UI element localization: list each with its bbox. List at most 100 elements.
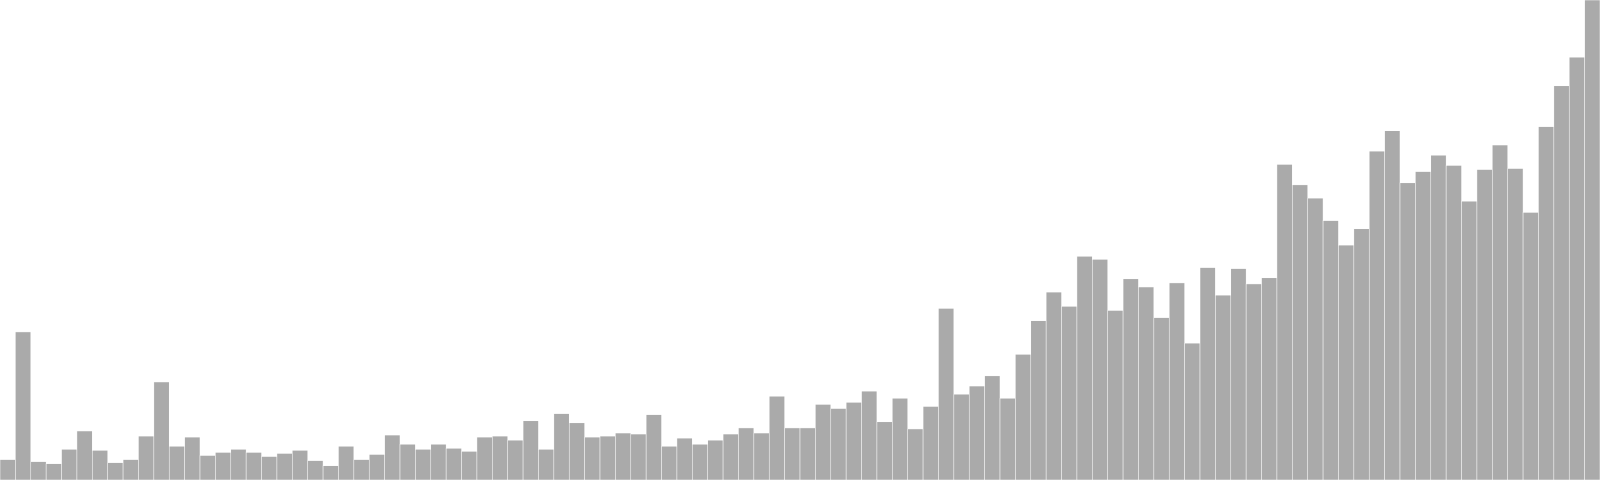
bar-71 — [1092, 259, 1108, 480]
bar-80 — [1230, 268, 1247, 480]
bar-57 — [876, 421, 893, 480]
bar-88 — [1353, 228, 1370, 480]
bar-70 — [1076, 256, 1093, 480]
bar-37 — [568, 422, 585, 480]
bar-99 — [1522, 212, 1539, 480]
bar-0 — [0, 459, 16, 480]
bar-81 — [1245, 283, 1262, 480]
bar-43 — [661, 446, 678, 480]
bar-87 — [1338, 244, 1355, 480]
bar-10 — [153, 381, 170, 480]
bar-3 — [45, 463, 62, 480]
bar-29 — [445, 448, 462, 480]
bar-76 — [1168, 282, 1185, 480]
bar-98 — [1507, 168, 1524, 480]
bar-72 — [1107, 310, 1124, 480]
bar-25 — [384, 434, 401, 480]
bar-85 — [1307, 197, 1324, 480]
bar-94 — [1445, 165, 1462, 480]
bar-82 — [1261, 277, 1278, 480]
bar-65 — [999, 398, 1016, 480]
bar-17 — [261, 456, 278, 480]
bar-96 — [1476, 169, 1493, 480]
bar-84 — [1292, 184, 1308, 480]
bar-78 — [1199, 267, 1216, 480]
bar-1 — [15, 331, 32, 480]
bar-19 — [292, 450, 308, 480]
bar-61 — [938, 308, 955, 480]
bar-60 — [922, 406, 939, 480]
bar-36 — [553, 413, 570, 480]
bar-30 — [461, 451, 478, 480]
bar-79 — [1215, 294, 1232, 480]
bar-11 — [168, 446, 185, 480]
bar-86 — [1322, 220, 1339, 480]
bar-75 — [1153, 317, 1170, 480]
bar-55 — [845, 402, 862, 480]
bar-24 — [368, 454, 385, 480]
bar-63 — [968, 385, 985, 480]
bar-26 — [399, 444, 416, 480]
bar-4 — [61, 449, 78, 480]
bar-92 — [1415, 171, 1432, 480]
bar-102 — [1568, 56, 1585, 480]
bar-91 — [1399, 182, 1416, 480]
bar-28 — [430, 444, 447, 480]
bar-23 — [353, 459, 370, 480]
bar-44 — [676, 437, 693, 480]
bar-69 — [1061, 306, 1078, 480]
bar-14 — [215, 452, 232, 480]
bar-54 — [830, 408, 847, 480]
bar-13 — [199, 455, 216, 480]
bar-90 — [1384, 130, 1401, 480]
bar-31 — [476, 436, 493, 480]
bar-41 — [630, 433, 647, 480]
bar-35 — [538, 449, 555, 480]
bar-68 — [1045, 291, 1062, 480]
bar-34 — [522, 420, 539, 480]
bar-62 — [953, 393, 970, 480]
bar-97 — [1492, 144, 1508, 480]
bar-67 — [1030, 320, 1047, 480]
bar-48 — [738, 427, 755, 480]
bar-89 — [1368, 150, 1385, 480]
bar-58 — [892, 398, 908, 480]
bar-39 — [599, 435, 616, 480]
bar-73 — [1122, 278, 1139, 480]
bar-64 — [984, 375, 1001, 480]
bar-40 — [615, 432, 632, 480]
bar-101 — [1553, 85, 1570, 480]
bar-15 — [230, 449, 247, 480]
bar-77 — [1184, 342, 1201, 480]
bar-8 — [122, 459, 139, 480]
bar-46 — [707, 439, 724, 480]
bar-59 — [907, 428, 924, 480]
bar-83 — [1276, 164, 1293, 480]
bar-27 — [415, 449, 432, 480]
bar-16 — [245, 452, 262, 480]
bar-56 — [861, 390, 878, 480]
bar-52 — [799, 427, 816, 480]
bar-21 — [322, 465, 339, 480]
bar-32 — [492, 435, 508, 480]
bar-22 — [338, 446, 355, 480]
bar-42 — [645, 414, 662, 480]
bar-38 — [584, 436, 601, 480]
bar-100 — [1538, 126, 1555, 480]
bar-2 — [30, 461, 47, 480]
bar-7 — [107, 462, 124, 480]
bar-6 — [92, 450, 108, 480]
bar-9 — [138, 435, 155, 480]
bar-103 — [1584, 0, 1600, 480]
bar-95 — [1461, 200, 1478, 480]
bar-93 — [1430, 154, 1447, 480]
bar-12 — [184, 436, 201, 480]
bar-33 — [507, 439, 524, 480]
bar-5 — [76, 430, 93, 480]
bar-18 — [276, 453, 293, 480]
bar-66 — [1015, 354, 1032, 480]
bar-53 — [815, 404, 832, 480]
bar-49 — [753, 432, 770, 480]
